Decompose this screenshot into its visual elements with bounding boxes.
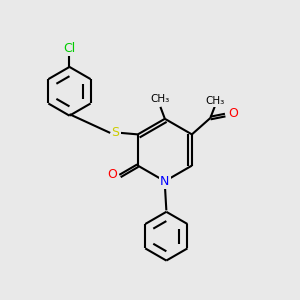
Text: CH₃: CH₃ [205, 96, 224, 106]
Text: CH₃: CH₃ [151, 94, 170, 104]
Text: Cl: Cl [63, 42, 76, 55]
Text: O: O [228, 107, 238, 120]
Text: N: N [160, 175, 170, 188]
Text: S: S [112, 126, 119, 140]
Text: O: O [108, 168, 118, 181]
